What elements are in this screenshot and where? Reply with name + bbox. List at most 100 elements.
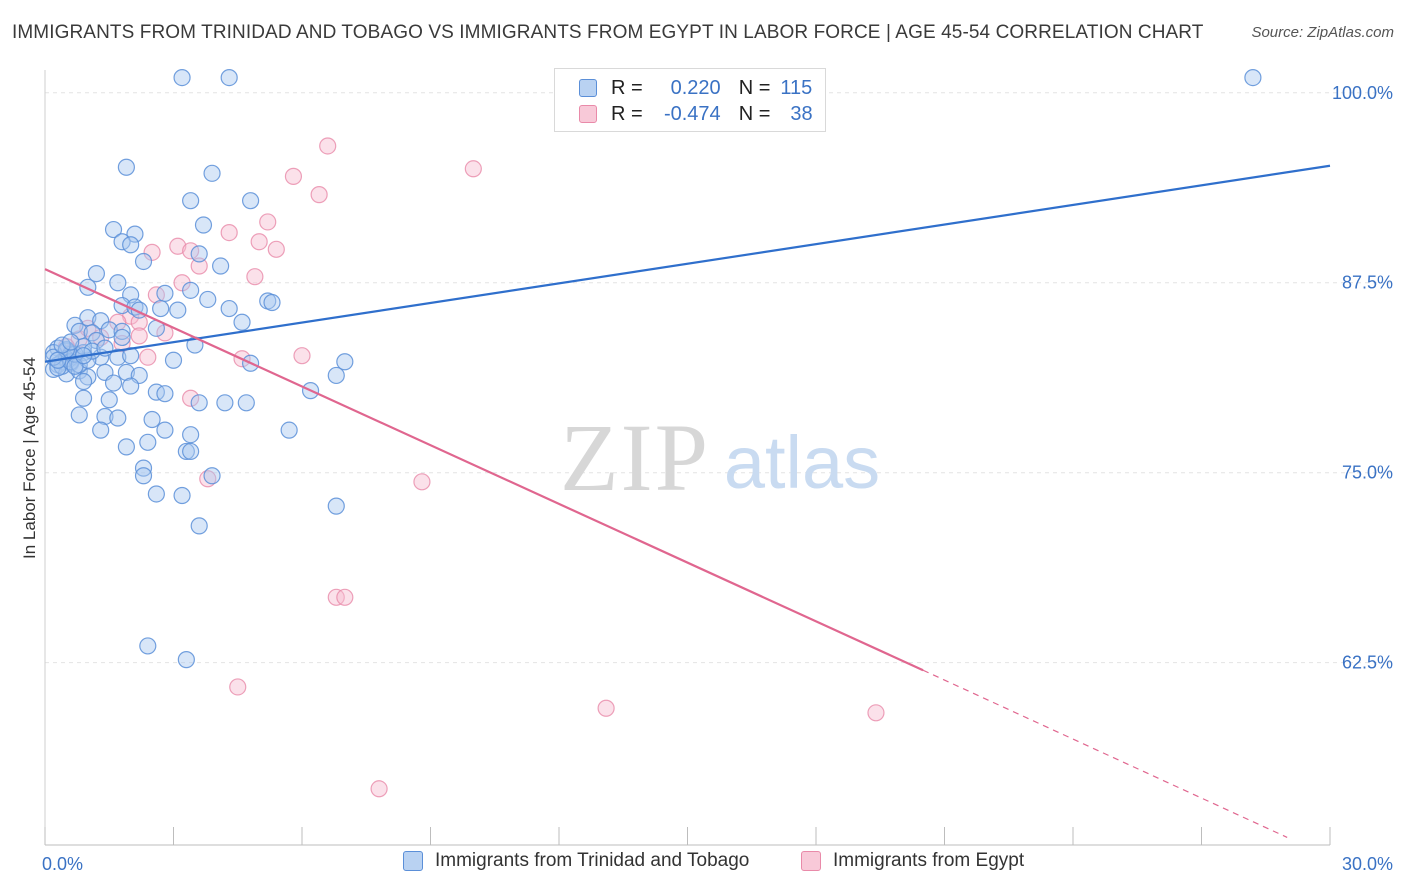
data-point-trinidad [117,363,135,382]
data-point-trinidad [96,407,114,426]
data-point-trinidad [216,394,234,412]
data-point-egypt [284,167,303,185]
data-point-egypt [293,347,311,365]
data-point-trinidad [113,322,131,340]
data-point-trinidad [104,220,123,239]
data-point-trinidad [212,257,230,275]
data-point-trinidad [280,421,298,439]
data-point-egypt [310,186,328,204]
legend-n-label: N = [738,102,771,125]
y-tick-label: 87.5% [1342,273,1393,293]
data-point-trinidad [194,216,213,234]
data-point-trinidad [109,274,127,292]
data-point-trinidad [203,467,221,485]
axes [44,70,1331,846]
data-point-trinidad [182,192,200,210]
data-point-trinidad [100,391,118,409]
data-point-egypt [464,160,482,178]
source-label: Source: ZipAtlas.com [1251,24,1394,41]
data-point-trinidad [182,426,200,444]
data-point-trinidad [173,68,191,87]
data-point-trinidad [139,637,157,655]
data-point-trinidad [74,337,93,356]
data-point-trinidad [70,406,88,424]
data-point-trinidad [164,351,183,369]
legend-n-value: 38 [790,102,813,125]
x-tick-label: 30.0% [1342,854,1393,874]
data-point-trinidad [87,265,106,283]
data-point-trinidad [152,299,170,318]
data-point-trinidad [1244,68,1262,87]
data-point-trinidad [203,164,221,182]
data-point-trinidad [92,312,110,330]
data-point-trinidad [143,410,161,429]
data-point-trinidad [74,372,93,391]
legend-swatch-trinidad [579,79,597,97]
legend-row-egypt: R = -0.474 N = 38 [579,102,813,126]
data-point-egypt [370,780,388,798]
data-point-trinidad [182,281,200,299]
data-point-trinidad [220,299,238,318]
data-point-egypt [336,588,354,606]
data-point-egypt [190,257,208,275]
legend-r-value: -0.474 [663,102,721,125]
data-point-egypt [147,286,165,304]
tick-labels: 100.0% 87.5% 75.0% 62.5% 0.0% 30.0% [42,83,1393,874]
data-point-egypt [250,233,268,251]
legend-label-trinidad: Immigrants from Trinidad and Tobago [435,850,750,871]
data-point-trinidad [109,409,127,427]
data-point-trinidad [100,321,118,339]
y-tick-label: 75.0% [1342,463,1393,483]
x-tick-label: 0.0% [42,854,83,874]
y-axis-label: In Labor Force | Age 45-54 [20,357,39,559]
legend-n-label: N = [738,76,771,99]
legend-swatch-egypt [579,105,597,123]
data-point-egypt [246,268,264,286]
series-trinidad-points [44,68,1262,669]
data-point-trinidad [190,517,208,535]
data-point-egypt [319,137,337,155]
data-point-trinidad [182,442,200,461]
data-point-trinidad [327,497,345,515]
chart-title: IMMIGRANTS FROM TRINIDAD AND TOBAGO VS I… [12,22,1204,43]
data-point-trinidad [190,245,208,263]
data-point-egypt [259,213,277,231]
data-point-egypt [139,348,157,366]
data-point-trinidad [126,225,144,243]
data-point-trinidad [104,374,123,392]
data-point-trinidad [242,192,260,210]
data-point-trinidad [233,313,251,331]
legend-swatch-trinidad [403,851,423,871]
data-point-trinidad [177,442,195,461]
data-point-trinidad [117,158,135,176]
data-point-trinidad [92,421,110,439]
data-point-trinidad [122,377,140,395]
data-point-egypt [597,699,615,717]
data-point-egypt [867,704,885,722]
data-point-trinidad [263,293,281,312]
y-tick-label: 100.0% [1332,83,1393,103]
trend-lines [44,164,1331,838]
data-point-egypt [413,473,431,491]
data-point-trinidad [156,385,174,403]
trend-line-trinidad [44,164,1331,363]
data-point-trinidad [336,353,354,371]
data-point-egypt [229,678,247,696]
legend-r-value: 0.220 [670,76,721,99]
legend-row-trinidad: R = 0.220 N = 115 [579,76,812,100]
data-point-trinidad [173,486,191,505]
legend-n-value: 115 [780,76,813,99]
data-point-trinidad [113,328,131,347]
data-point-trinidad [190,394,208,412]
data-point-egypt [169,237,187,255]
watermark-zip: ZIP [560,404,710,511]
legend-r-label: R = [611,102,643,125]
data-point-trinidad [237,394,255,412]
data-point-trinidad [134,467,153,485]
data-point-trinidad [134,252,153,271]
data-point-egypt [113,334,131,353]
trend-line-egypt-extension [922,669,1288,838]
trend-line-egypt [44,268,924,672]
watermark-atlas: atlas [724,421,880,504]
